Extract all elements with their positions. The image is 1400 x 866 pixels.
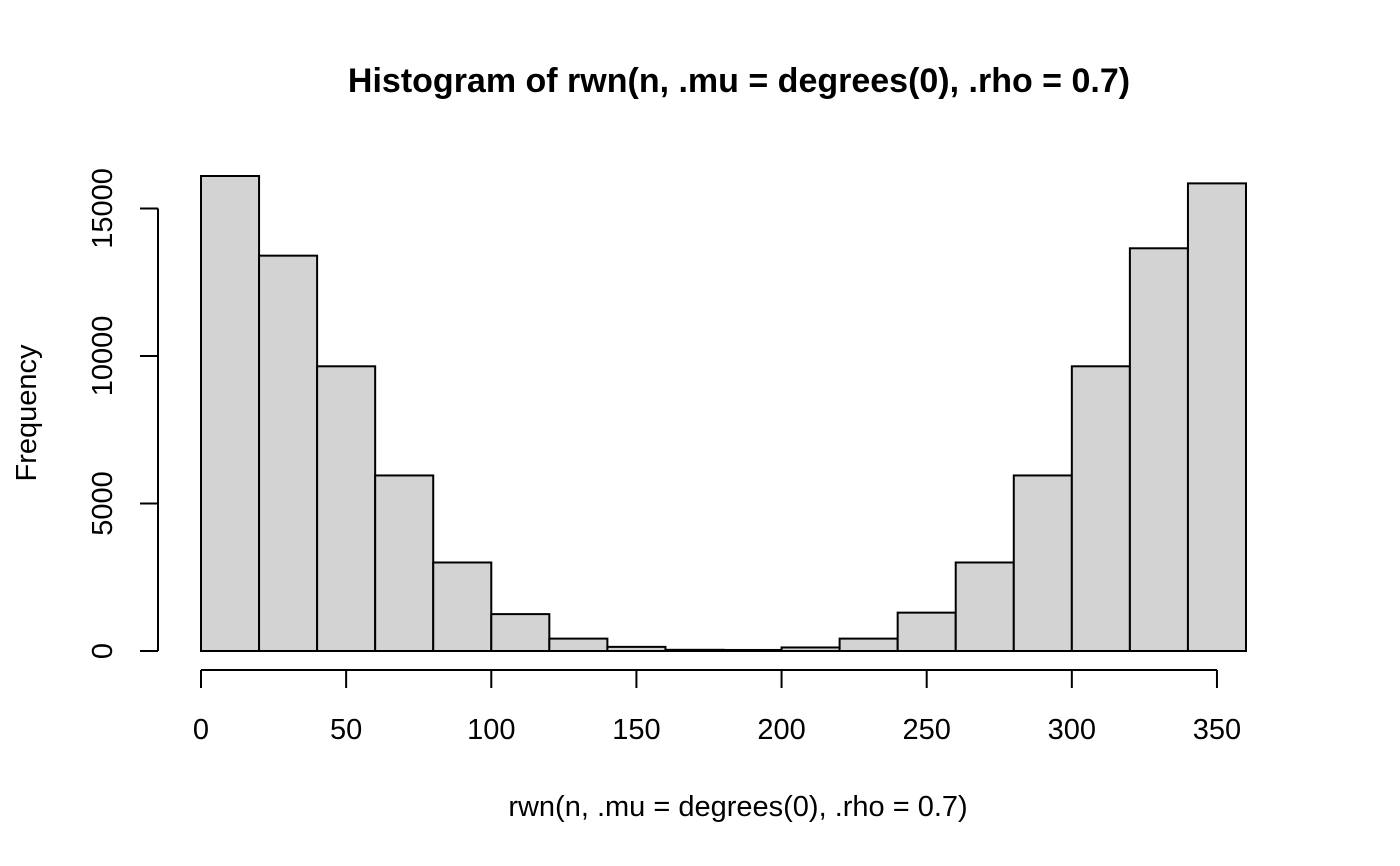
x-tick-label: 300	[1048, 714, 1096, 746]
histogram-bar	[1070, 365, 1131, 652]
histogram-bar	[548, 637, 609, 653]
histogram-bar	[200, 175, 261, 652]
histogram-bar	[954, 561, 1015, 652]
x-tick-label: 150	[612, 714, 660, 746]
histogram-bar	[664, 648, 725, 653]
histogram-bar	[1186, 182, 1248, 653]
x-ticks-group: 0 50 100 150 200 250 300 350	[193, 670, 1241, 746]
histogram-bar	[1012, 474, 1073, 652]
x-tick-label: 50	[330, 714, 362, 746]
histogram-bar	[896, 611, 957, 652]
y-ticks-group: 0 5000 10000 15000	[87, 168, 158, 659]
x-axis-label: rwn(n, .mu = degrees(0), .rho = 0.7)	[508, 791, 967, 823]
histogram-bar	[432, 561, 493, 652]
histogram-bar	[780, 646, 841, 653]
y-tick-label: 5000	[87, 471, 119, 536]
x-tick-label: 0	[193, 714, 209, 746]
y-tick-label: 10000	[87, 316, 119, 397]
histogram-bar	[838, 637, 899, 653]
histogram-bar	[316, 365, 377, 652]
histogram-bar	[606, 645, 667, 653]
x-tick-label: 350	[1193, 714, 1241, 746]
histogram-bar	[258, 254, 319, 652]
y-tick-label: 0	[87, 643, 119, 659]
x-tick-label: 100	[467, 714, 515, 746]
histogram-bar	[374, 474, 435, 652]
y-tick-label: 15000	[87, 168, 119, 249]
x-tick-label: 200	[757, 714, 805, 746]
histogram-bar	[490, 613, 551, 652]
y-axis-label: Frequency	[11, 344, 43, 482]
x-tick-label: 250	[902, 714, 950, 746]
histogram-bar	[1128, 247, 1189, 652]
bars-group	[200, 175, 1248, 653]
histogram-bar	[722, 648, 783, 653]
chart-title: Histogram of rwn(n, .mu = degrees(0), .r…	[348, 62, 1130, 100]
